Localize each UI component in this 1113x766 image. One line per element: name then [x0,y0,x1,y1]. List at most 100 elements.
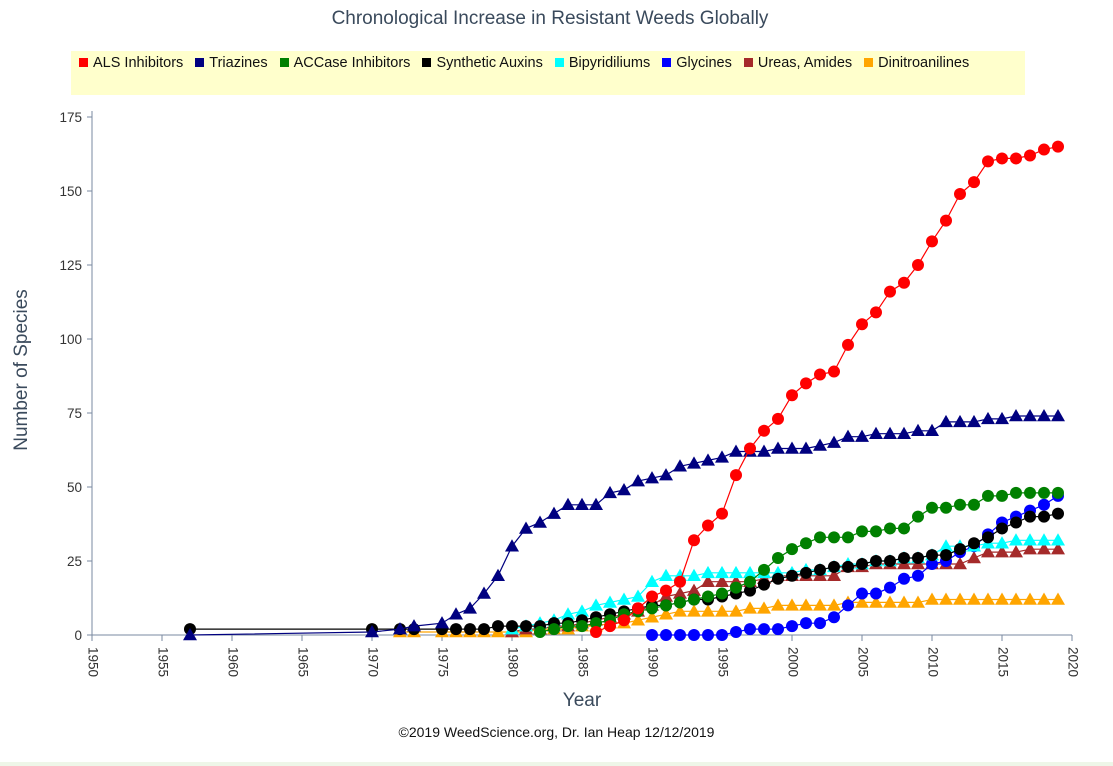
data-point [800,617,812,630]
data-point [1010,516,1022,529]
data-point [646,629,658,641]
data-point [519,521,533,534]
series-line [511,548,1058,633]
data-point [772,572,784,585]
data-point [912,510,924,523]
data-point [716,587,728,600]
data-point [828,611,840,624]
data-point [590,617,602,630]
bottom-strip [0,762,1113,766]
data-point [828,531,840,544]
data-point [912,552,924,565]
x-tick-label: 1975 [435,647,450,677]
data-point [660,629,672,641]
data-point [1051,533,1065,546]
data-point [660,584,672,597]
data-point [744,584,756,597]
legend-label: Dinitroanilines [878,55,970,71]
data-point [687,568,701,582]
legend-item: ACCase Inhibitors [279,55,411,72]
data-point [897,595,911,608]
data-point [645,574,659,587]
data-point [1038,486,1050,499]
data-point [898,522,910,535]
data-point [617,482,631,496]
data-point [869,595,883,608]
data-point [995,411,1009,425]
data-point [842,531,854,544]
data-point [842,560,854,573]
data-point [701,604,715,617]
data-point [702,519,714,532]
series-als-inhibitors [590,140,1064,639]
data-point [786,389,798,402]
data-point [1051,408,1065,422]
data-point [996,522,1008,535]
legend-label: Synthetic Auxins [436,55,543,71]
series-layer [183,140,1065,641]
legend-item: Synthetic Auxins [422,55,543,72]
data-point [673,459,687,472]
x-tick-label: 2005 [855,647,870,677]
data-point [646,602,658,615]
data-point [688,593,700,606]
data-point [884,581,896,594]
data-point [729,565,743,579]
data-point [912,259,924,271]
data-point [883,595,897,608]
data-point [716,629,728,641]
data-point [883,426,897,439]
data-point [744,575,756,588]
data-point [757,601,771,614]
legend-item: Triazines [195,55,268,72]
data-point [576,620,588,633]
data-point [800,537,812,550]
data-point [701,574,715,587]
data-point [968,498,980,511]
legend-label: ACCase Inhibitors [293,55,411,71]
series-line [595,146,1059,633]
data-point [884,555,896,567]
data-point [898,572,910,585]
legend-swatch [279,58,289,67]
data-point [912,569,924,582]
data-point [687,583,701,596]
data-point [786,569,798,582]
data-point [967,592,981,605]
data-point [814,617,826,630]
data-point [981,545,995,558]
data-point [856,318,868,331]
data-point [715,565,729,579]
data-point [505,539,519,552]
y-tick-label: 50 [67,480,82,495]
data-point [604,620,616,633]
data-point [827,435,841,448]
data-point [744,623,756,636]
data-point [561,607,575,620]
data-point [631,589,645,602]
data-point [464,623,476,636]
data-point [954,543,966,556]
data-point [449,607,463,620]
data-point [940,501,952,514]
legend-label: ALS Inhibitors [93,55,184,71]
data-point [646,590,658,603]
data-point [1052,486,1064,499]
data-point [841,429,855,442]
data-point [995,536,1009,549]
x-tick-label: 1990 [645,647,660,677]
data-point [939,539,953,552]
data-point [800,377,812,390]
data-point [562,620,574,633]
data-point [491,568,505,582]
data-point [953,556,967,570]
data-point [1009,545,1023,558]
legend-item: Ureas, Amides [743,55,852,72]
data-point [631,613,645,626]
data-point [687,456,701,469]
data-point [813,438,827,451]
y-tick-label: 25 [67,554,82,569]
axes: 0 25 50 75 100 125 150 175 1950 1955 1960 1965 1970 1… [59,110,1080,677]
data-point [1023,533,1037,546]
data-point [730,626,742,639]
